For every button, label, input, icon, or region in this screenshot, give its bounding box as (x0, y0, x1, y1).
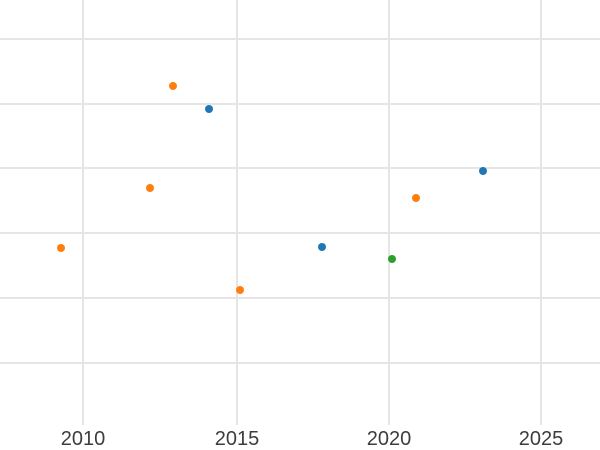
scatter-point-green (387, 254, 397, 264)
scatter-point-orange (145, 183, 155, 193)
scatter-point-blue (478, 166, 488, 176)
h-gridline (0, 362, 600, 364)
v-gridline (82, 0, 84, 425)
x-tick-label: 2015 (214, 428, 260, 450)
x-tick-label: 2020 (366, 428, 412, 450)
scatter-point-orange (56, 243, 66, 253)
h-gridline (0, 232, 600, 234)
h-gridline (0, 297, 600, 299)
scatter-point-orange (411, 193, 421, 203)
scatter-point-orange (168, 81, 178, 91)
x-tick-label: 2010 (60, 428, 106, 450)
scatter-point-orange (235, 285, 245, 295)
h-gridline (0, 167, 600, 169)
scatter-point-blue (204, 104, 214, 114)
h-gridline (0, 103, 600, 105)
v-gridline (540, 0, 542, 425)
h-gridline (0, 38, 600, 40)
v-gridline (236, 0, 238, 425)
v-gridline (388, 0, 390, 425)
scatter-point-blue (317, 242, 327, 252)
x-tick-label: 2025 (518, 428, 564, 450)
